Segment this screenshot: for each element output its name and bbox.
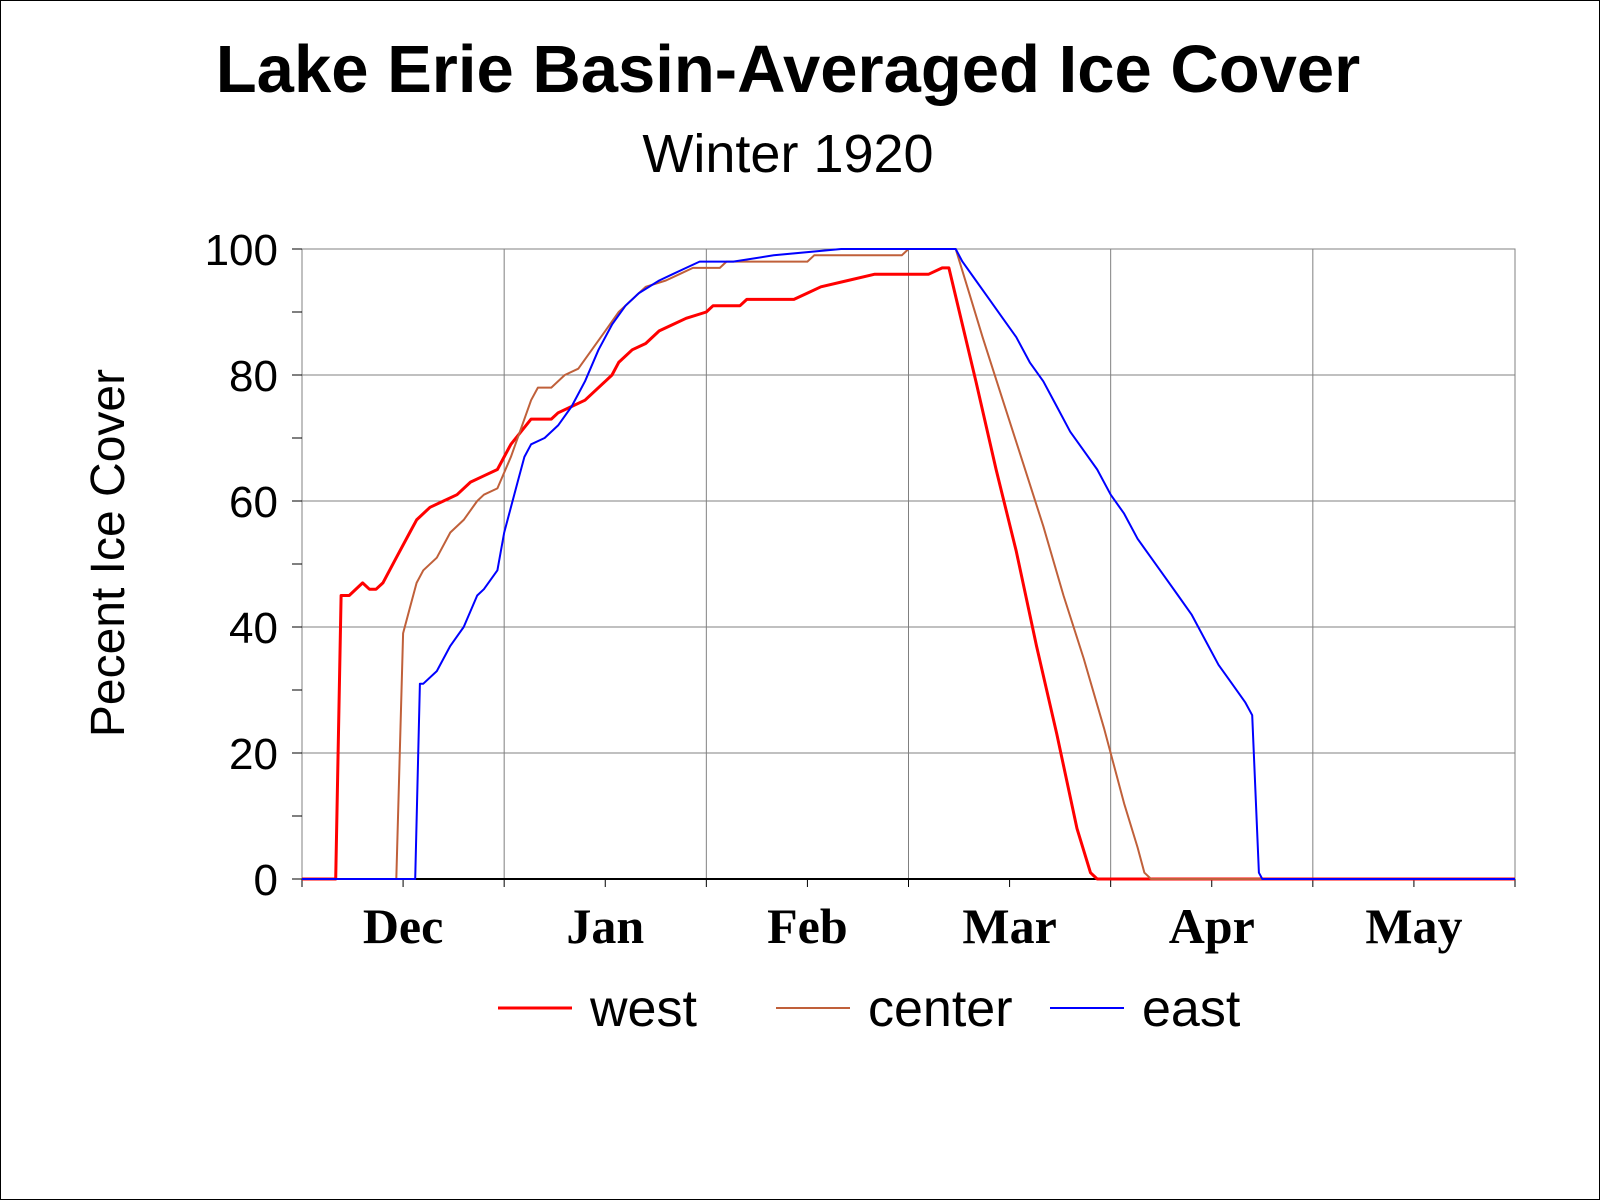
x-tick-label-feb: Feb — [767, 898, 848, 954]
series-line-east — [302, 248, 1515, 880]
y-tick-label-100: 100 — [205, 226, 278, 275]
y-tick-label-60: 60 — [229, 478, 278, 527]
x-tick-label-may: May — [1365, 898, 1462, 954]
x-tick-label-dec: Dec — [363, 898, 444, 954]
x-tick-label-jan: Jan — [566, 898, 644, 954]
y-tick-label-20: 20 — [229, 730, 278, 779]
legend-label-east: east — [1142, 980, 1241, 1038]
series-line-center — [302, 248, 1515, 880]
y-axis-label: Pecent Ice Cover — [82, 369, 135, 737]
x-tick-labels: Dec Jan Feb Mar Apr May — [363, 898, 1463, 954]
legend-label-center: center — [868, 980, 1013, 1038]
axes — [292, 248, 1516, 887]
y-tick-labels: 0 20 40 60 80 100 — [205, 226, 278, 905]
legend-label-west: west — [589, 980, 697, 1038]
x-tick-label-mar: Mar — [962, 898, 1056, 954]
legend: west center east — [498, 980, 1241, 1038]
y-tick-label-40: 40 — [229, 604, 278, 653]
gridlines — [302, 248, 1515, 879]
series-lines — [302, 248, 1515, 881]
x-tick-label-apr: Apr — [1169, 898, 1255, 954]
chart-title: Lake Erie Basin-Averaged Ice Cover — [216, 32, 1361, 107]
chart-subtitle: Winter 1920 — [642, 124, 933, 184]
y-tick-label-80: 80 — [229, 352, 278, 401]
y-tick-label-0: 0 — [254, 856, 278, 905]
series-line-west — [302, 266, 1515, 881]
